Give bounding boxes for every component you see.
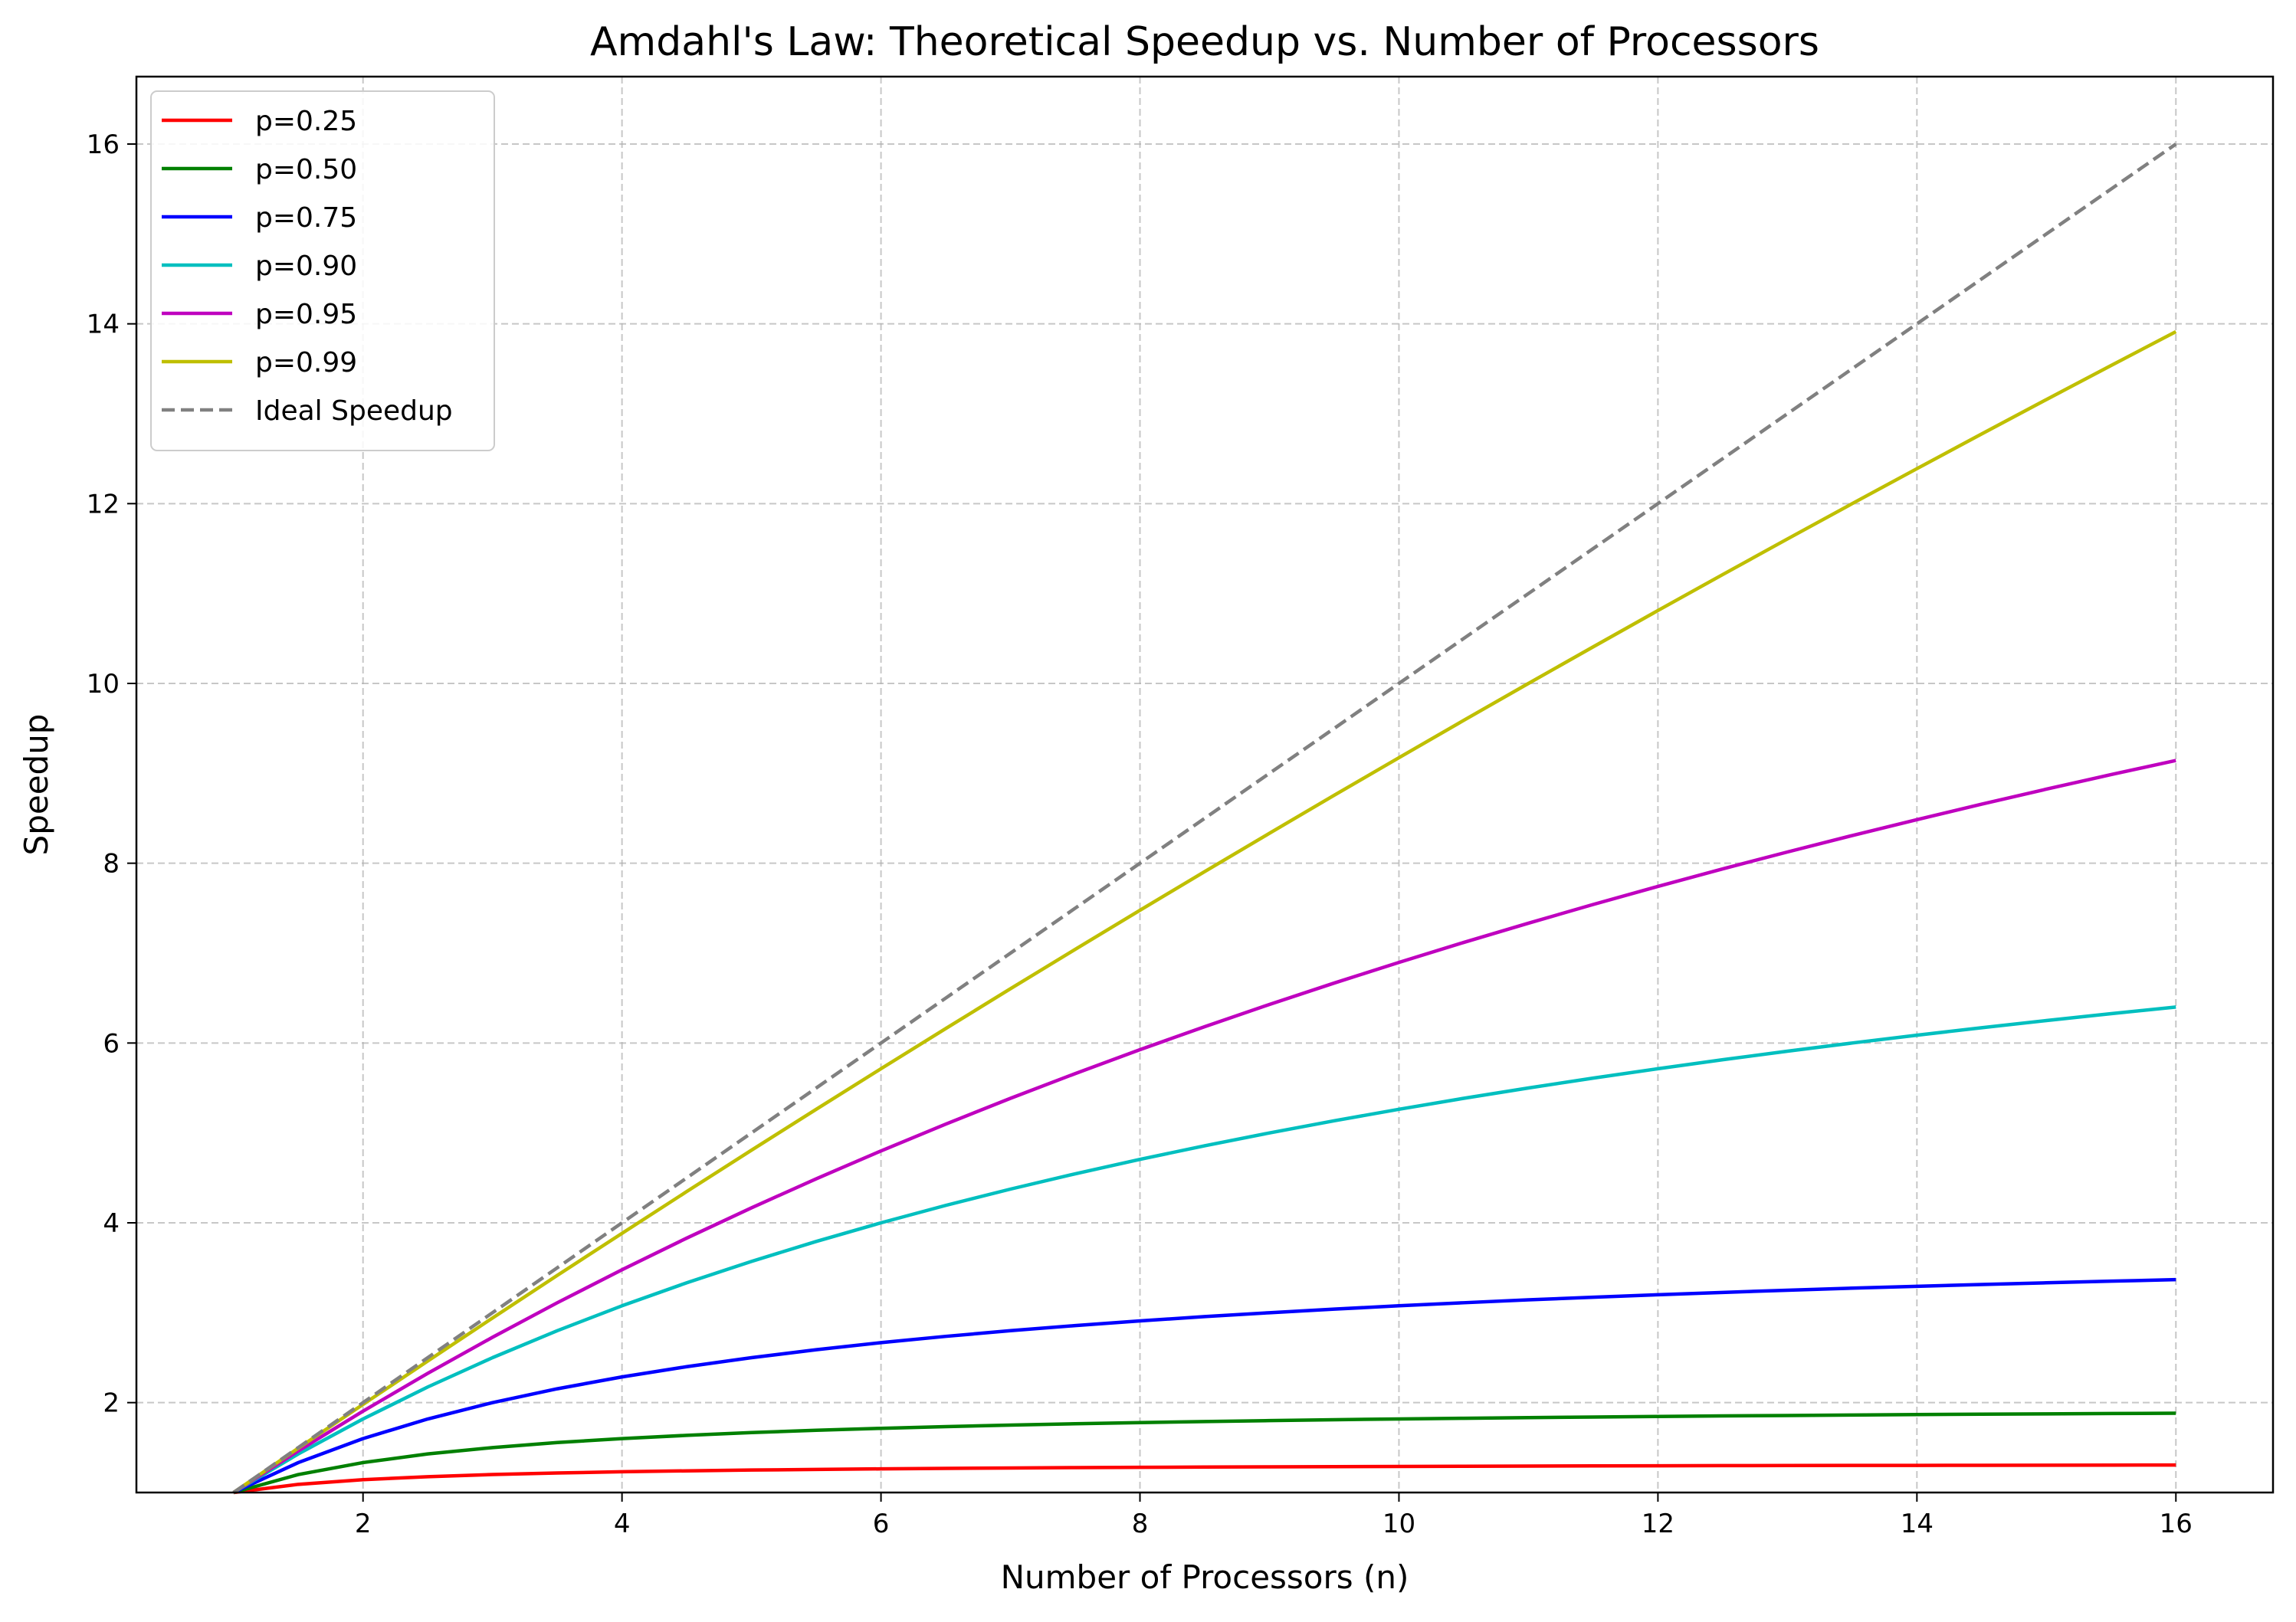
legend: p=0.25 p=0.50 p=0.75 p=0.90 p=0.95 p=0.99 Idea… <box>150 90 495 451</box>
y-tick-label: 6 <box>103 1028 120 1059</box>
tick-layer: 2 4 6 8 10 12 14 16 2 4 6 8 10 12 14 16 <box>87 129 2193 1539</box>
legend-label-ideal-speedup: Ideal Speedup <box>255 395 453 427</box>
y-tick-label: 14 <box>87 310 120 340</box>
chart-title: Amdahl's Law: Theoretical Speedup vs. Nu… <box>590 19 1819 65</box>
x-tick-label: 8 <box>1132 1509 1149 1539</box>
x-tick-label: 2 <box>355 1509 372 1539</box>
y-tick-label: 12 <box>87 489 120 519</box>
y-tick-label: 4 <box>103 1208 120 1239</box>
x-tick-label: 12 <box>1642 1509 1674 1539</box>
legend-label-p-0-25: p=0.25 <box>255 106 357 137</box>
series-line-p-0-75 <box>232 1277 2176 1495</box>
y-tick-label: 8 <box>103 849 120 880</box>
legend-label-p-0-50: p=0.50 <box>255 154 357 185</box>
x-tick-label: 16 <box>2160 1509 2193 1539</box>
y-tick-label: 2 <box>103 1388 120 1419</box>
y-axis-label: Speedup <box>18 714 55 856</box>
legend-label-p-0-95: p=0.95 <box>255 299 357 330</box>
x-tick-label: 4 <box>614 1509 631 1539</box>
series-line-p-0-99 <box>232 329 2177 1494</box>
x-tick-label: 10 <box>1383 1509 1415 1539</box>
plot-frame <box>135 75 2275 1494</box>
y-tick-label: 16 <box>87 129 120 160</box>
x-axis-label: Number of Processors (n) <box>1001 1558 1409 1596</box>
series-line-p-0-25 <box>233 1463 2176 1495</box>
series-line-ideal-speedup <box>232 143 2177 1494</box>
series-line-p-0-50 <box>233 1411 2176 1495</box>
series-line-p-0-95 <box>232 759 2176 1494</box>
legend-box <box>150 90 495 451</box>
series-layer <box>232 143 2177 1495</box>
y-tick-label: 10 <box>87 669 120 700</box>
x-tick-label: 6 <box>873 1509 890 1539</box>
legend-label-p-0-99: p=0.99 <box>255 347 357 378</box>
series-line-p-0-90 <box>232 1005 2176 1494</box>
legend-label-p-0-75: p=0.75 <box>255 202 357 234</box>
x-tick-label: 14 <box>1901 1509 1934 1539</box>
legend-label-p-0-90: p=0.90 <box>255 251 357 282</box>
